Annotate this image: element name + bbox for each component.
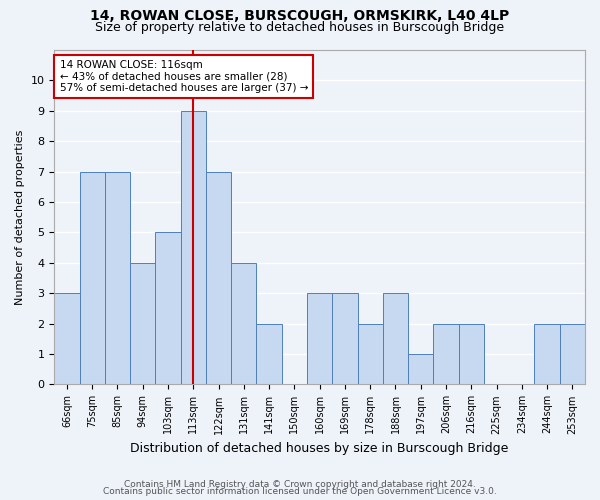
Bar <box>181 111 206 384</box>
Y-axis label: Number of detached properties: Number of detached properties <box>15 130 25 305</box>
Bar <box>560 324 585 384</box>
Bar <box>383 293 408 384</box>
Bar <box>130 263 155 384</box>
Bar <box>535 324 560 384</box>
Bar <box>332 293 358 384</box>
Bar <box>433 324 458 384</box>
Bar <box>54 293 80 384</box>
Bar <box>155 232 181 384</box>
Bar <box>358 324 383 384</box>
Bar <box>80 172 105 384</box>
Text: Contains HM Land Registry data © Crown copyright and database right 2024.: Contains HM Land Registry data © Crown c… <box>124 480 476 489</box>
Text: Size of property relative to detached houses in Burscough Bridge: Size of property relative to detached ho… <box>95 21 505 34</box>
Bar <box>458 324 484 384</box>
Text: 14 ROWAN CLOSE: 116sqm
← 43% of detached houses are smaller (28)
57% of semi-det: 14 ROWAN CLOSE: 116sqm ← 43% of detached… <box>59 60 308 93</box>
Text: 14, ROWAN CLOSE, BURSCOUGH, ORMSKIRK, L40 4LP: 14, ROWAN CLOSE, BURSCOUGH, ORMSKIRK, L4… <box>91 9 509 23</box>
Bar <box>206 172 231 384</box>
Text: Contains public sector information licensed under the Open Government Licence v3: Contains public sector information licen… <box>103 487 497 496</box>
X-axis label: Distribution of detached houses by size in Burscough Bridge: Distribution of detached houses by size … <box>130 442 509 455</box>
Bar <box>256 324 282 384</box>
Bar <box>408 354 433 384</box>
Bar <box>307 293 332 384</box>
Bar <box>105 172 130 384</box>
Bar <box>231 263 256 384</box>
